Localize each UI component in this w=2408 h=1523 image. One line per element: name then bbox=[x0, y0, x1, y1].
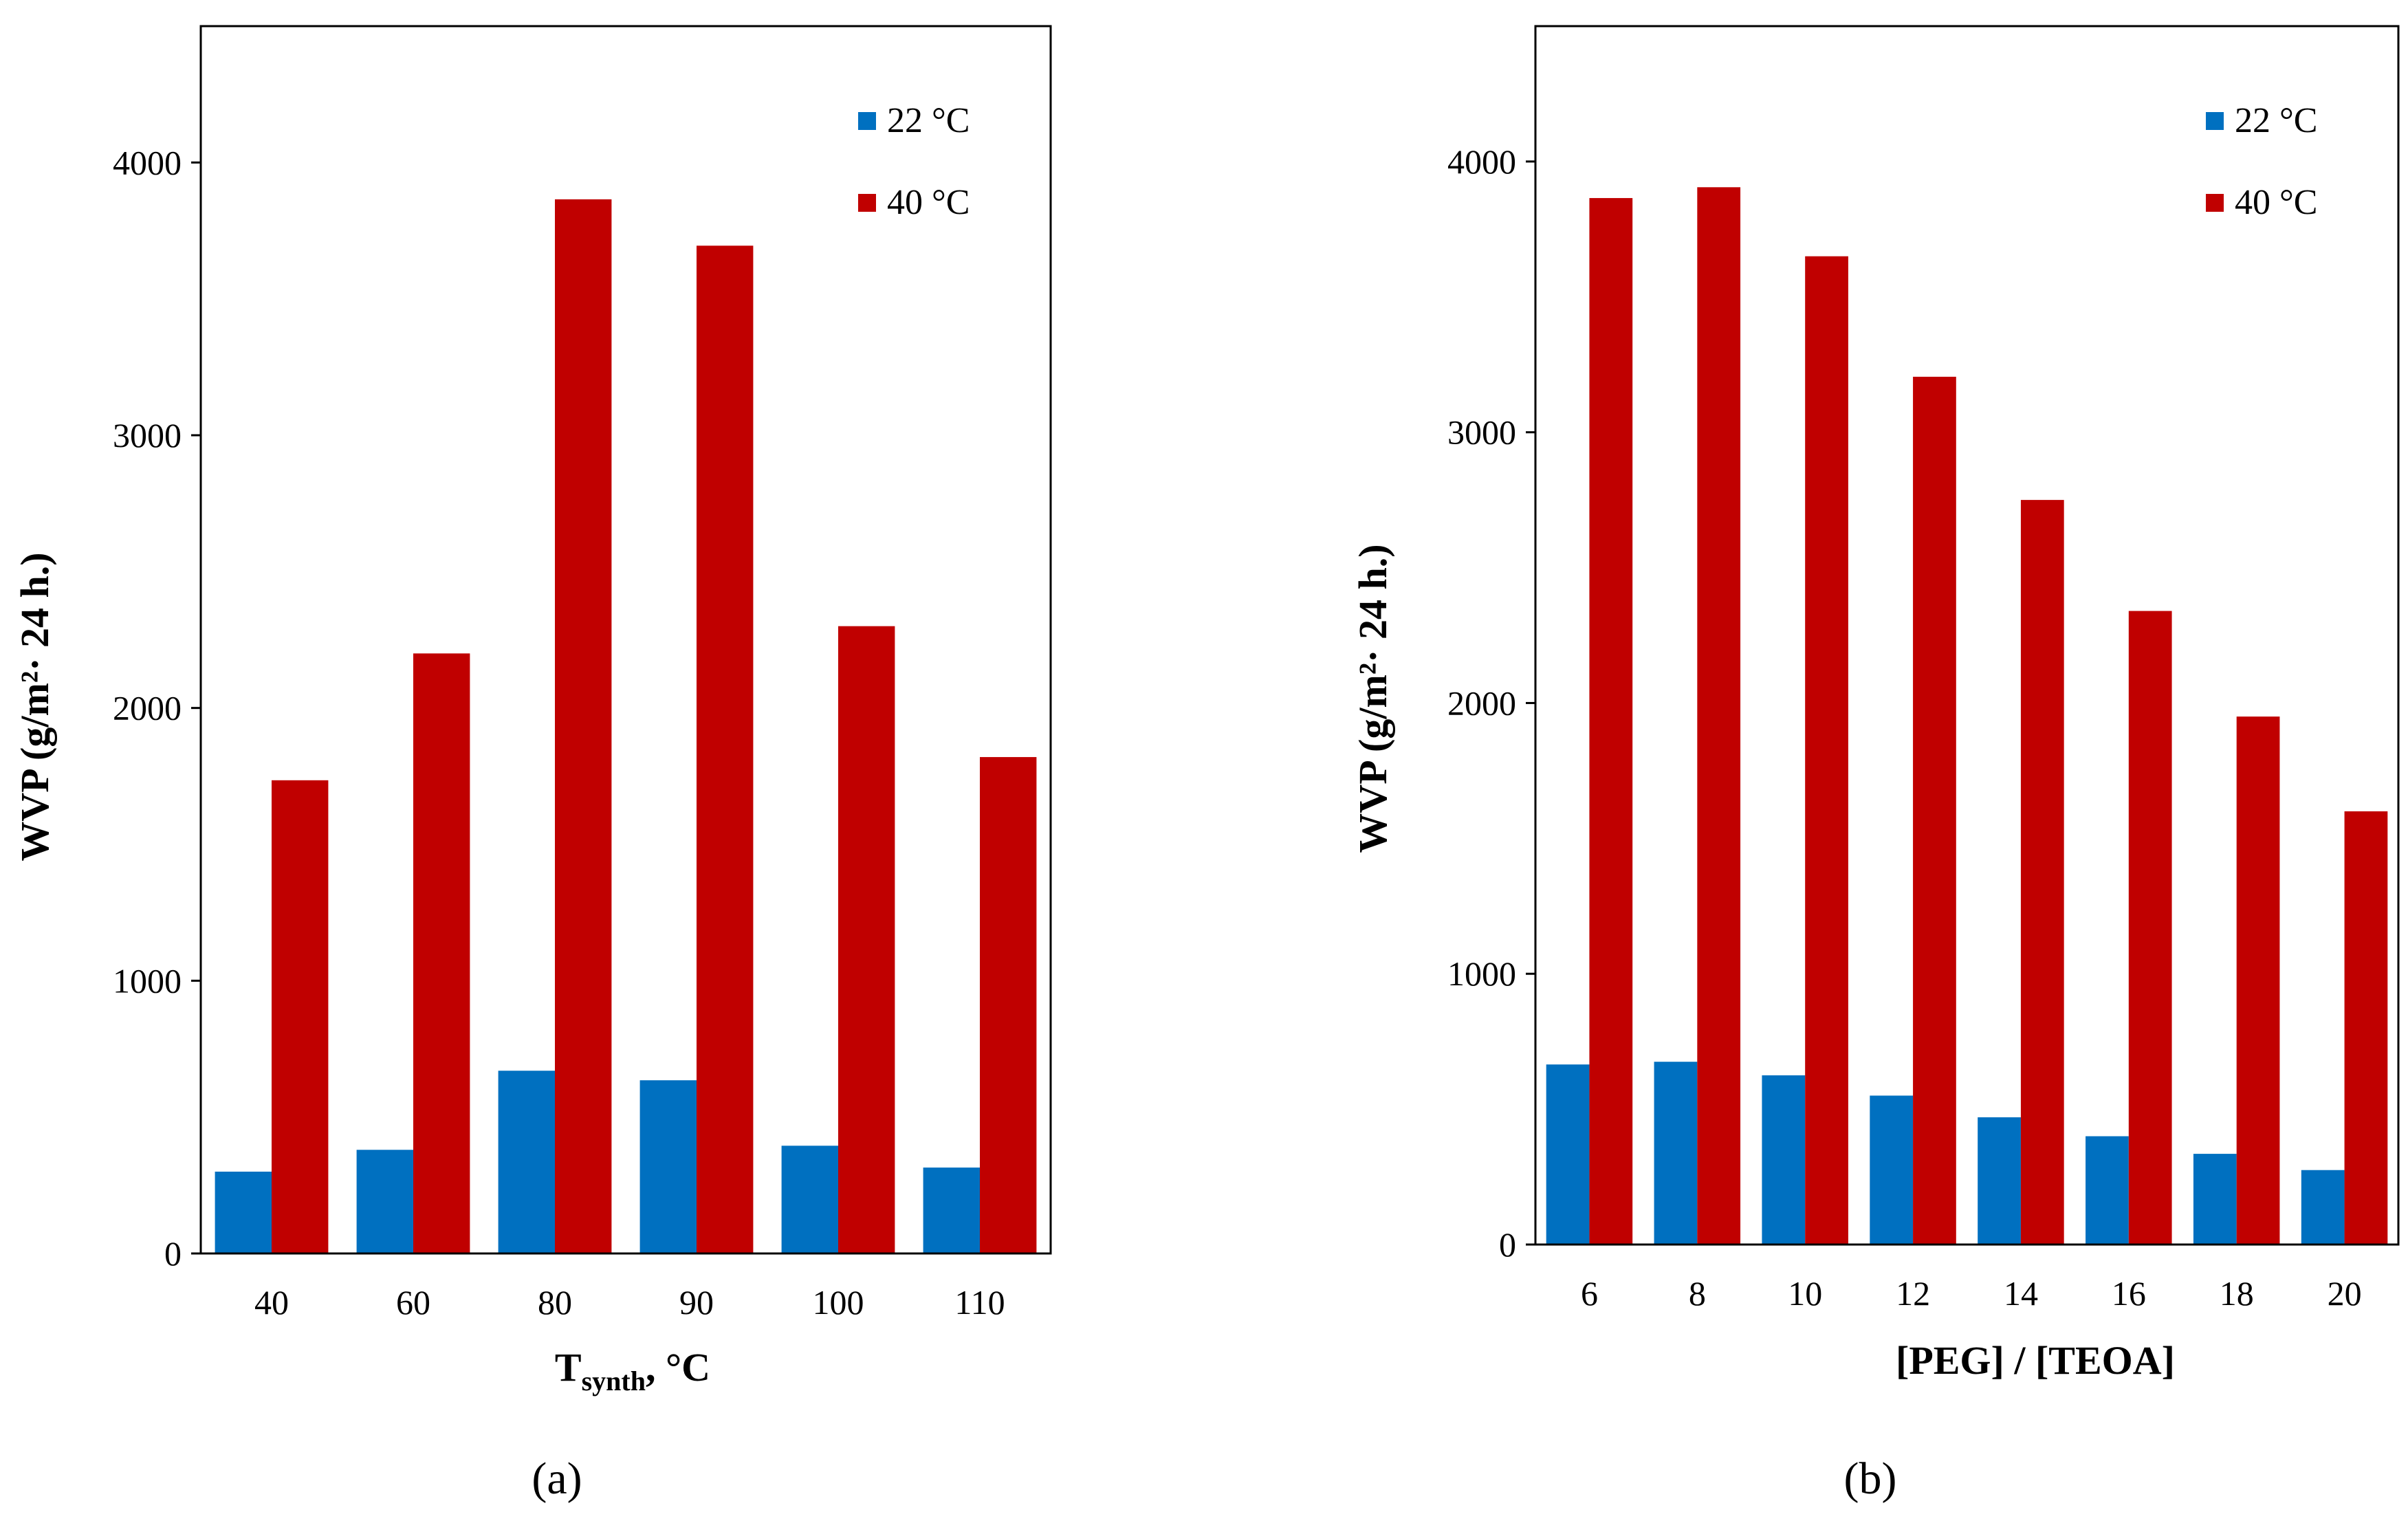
bar-b-22c-16 bbox=[2086, 1136, 2129, 1245]
bar-b-40c-14 bbox=[2020, 500, 2064, 1245]
bar-b-40c-16 bbox=[2128, 611, 2172, 1245]
chart-panel-b: 6 8 10 12 14 16 18 20 0 1000 2000 3000 4000 22 °C 40… bbox=[1350, 25, 2400, 1504]
x-tick-label-a-110: 110 bbox=[954, 1283, 1005, 1322]
x-axis-title-a: Tsynth, °C bbox=[555, 1345, 710, 1396]
bar-a-22c-100 bbox=[781, 1146, 838, 1253]
bar-b-40c-6 bbox=[1589, 198, 1633, 1245]
x-tick-label-b-6: 6 bbox=[1581, 1274, 1598, 1313]
x-axis-title-b: [PEG] / [TEOA] bbox=[1896, 1338, 2175, 1383]
x-tick-label-b-8: 8 bbox=[1689, 1274, 1706, 1313]
panel-label-a-letter: a bbox=[547, 1454, 567, 1504]
y-axis-title-b: WVP (g/m²· 24 h.) bbox=[1350, 544, 1395, 853]
x-tick-label-b-20: 20 bbox=[2328, 1274, 2362, 1313]
x-tick-label-a-60: 60 bbox=[396, 1283, 430, 1322]
axes-group-b bbox=[1526, 25, 2400, 1246]
plot-frame-a bbox=[199, 25, 1052, 1255]
plot-frame-b bbox=[1534, 25, 2400, 1246]
x-tick-label-b-18: 18 bbox=[2220, 1274, 2254, 1313]
y-tick-label-b-3000: 3000 bbox=[1447, 413, 1516, 452]
bar-b-40c-12 bbox=[1913, 376, 1956, 1245]
legend-label-40-b: 40 °C bbox=[2235, 183, 2317, 222]
y-tick-label-a-2000: 2000 bbox=[113, 689, 182, 727]
y-tick-label-b-4000: 4000 bbox=[1447, 142, 1516, 181]
x-tick-label-a-80: 80 bbox=[538, 1283, 572, 1322]
y-tick-label-a-3000: 3000 bbox=[113, 416, 182, 454]
x-tick-label-a-40: 40 bbox=[254, 1283, 289, 1322]
bar-b-22c-10 bbox=[1762, 1075, 1806, 1245]
x-axis-title-main-a: T bbox=[555, 1345, 582, 1390]
bar-a-40c-110 bbox=[980, 757, 1037, 1253]
bars-group-b bbox=[1546, 187, 2388, 1245]
legend-a: 22 °C 40 °C bbox=[858, 101, 970, 222]
y-axis-title-a: WVP (g/m²· 24 h.) bbox=[12, 552, 57, 861]
bar-a-22c-60 bbox=[356, 1150, 413, 1253]
bar-a-22c-110 bbox=[923, 1168, 980, 1253]
panel-label-a: (a) bbox=[532, 1454, 582, 1504]
x-tick-label-b-10: 10 bbox=[1788, 1274, 1822, 1313]
legend-swatch-22-b bbox=[2206, 112, 2224, 130]
x-axis-title-tail-a: , °C bbox=[646, 1345, 710, 1390]
x-tick-label-b-12: 12 bbox=[1896, 1274, 1930, 1313]
legend-label-22-b: 22 °C bbox=[2235, 101, 2317, 140]
bar-a-40c-40 bbox=[272, 780, 329, 1253]
panel-label-b: (b) bbox=[1844, 1454, 1897, 1504]
x-tick-label-b-16: 16 bbox=[2112, 1274, 2146, 1313]
y-tick-label-a-4000: 4000 bbox=[113, 143, 182, 182]
legend-swatch-40-a bbox=[858, 194, 876, 212]
legend-b: 22 °C 40 °C bbox=[2206, 101, 2317, 222]
legend-label-40-a: 40 °C bbox=[887, 183, 970, 222]
bar-b-22c-6 bbox=[1546, 1064, 1590, 1245]
y-tick-label-a-1000: 1000 bbox=[113, 961, 182, 1000]
bar-b-40c-18 bbox=[2236, 716, 2280, 1245]
bars-group-a bbox=[215, 199, 1037, 1254]
y-tick-label-b-0: 0 bbox=[1499, 1225, 1516, 1264]
bar-a-22c-80 bbox=[498, 1071, 555, 1253]
ticks-group-b: 6 8 10 12 14 16 18 20 0 1000 2000 3000 4000 bbox=[1447, 142, 2362, 1313]
axes-group-a bbox=[191, 25, 1052, 1255]
bar-b-40c-20 bbox=[2344, 811, 2388, 1245]
bar-b-22c-18 bbox=[2193, 1154, 2237, 1245]
bar-a-40c-100 bbox=[838, 626, 895, 1253]
bar-a-22c-40 bbox=[215, 1172, 272, 1253]
bar-b-22c-14 bbox=[1978, 1117, 2021, 1245]
bar-a-40c-80 bbox=[555, 199, 612, 1254]
bar-a-22c-90 bbox=[639, 1080, 697, 1253]
ticks-group-a: 40 60 80 90 100 110 0 1000 2000 3000 4000 bbox=[113, 143, 1005, 1322]
bar-b-22c-12 bbox=[1870, 1095, 1914, 1245]
legend-label-22-a: 22 °C bbox=[887, 101, 970, 140]
bar-a-40c-90 bbox=[697, 245, 754, 1254]
bar-b-22c-8 bbox=[1654, 1062, 1698, 1245]
legend-swatch-40-b bbox=[2206, 194, 2224, 212]
bar-b-22c-20 bbox=[2301, 1170, 2345, 1245]
y-tick-label-a-0: 0 bbox=[164, 1234, 182, 1273]
chart-panel-a: 40 60 80 90 100 110 0 1000 2000 3000 4000 22 °C 40… bbox=[12, 25, 1052, 1504]
bar-b-40c-8 bbox=[1697, 187, 1741, 1245]
bar-a-40c-60 bbox=[413, 653, 470, 1253]
y-tick-label-b-1000: 1000 bbox=[1447, 954, 1516, 993]
y-tick-label-b-2000: 2000 bbox=[1447, 683, 1516, 722]
legend-swatch-22-a bbox=[858, 112, 876, 130]
x-tick-label-b-14: 14 bbox=[2004, 1274, 2038, 1313]
x-tick-label-a-100: 100 bbox=[813, 1283, 864, 1322]
bar-b-40c-10 bbox=[1805, 256, 1848, 1245]
x-tick-label-a-90: 90 bbox=[679, 1283, 714, 1322]
panel-label-b-letter: b bbox=[1859, 1454, 1882, 1504]
x-axis-title-sub-a: synth bbox=[582, 1366, 646, 1396]
